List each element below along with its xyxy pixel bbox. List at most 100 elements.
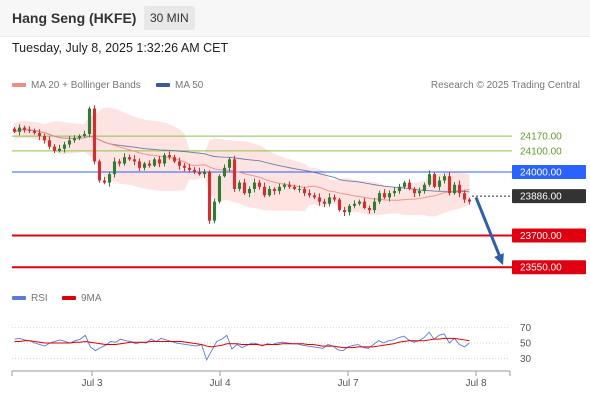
candle-body	[247, 188, 252, 194]
candle-body	[182, 165, 187, 168]
candle-body	[407, 182, 412, 189]
candle	[92, 105, 97, 165]
candle-body	[127, 157, 132, 160]
rsi-tick-50: 50	[520, 339, 532, 350]
candle	[32, 128, 37, 135]
candle-body	[412, 188, 417, 194]
candle	[352, 200, 357, 209]
instrument-title: Hang Seng (HKFE)	[12, 10, 137, 26]
candle	[172, 154, 177, 164]
legend-rsi9-label: 9MA	[81, 293, 102, 304]
candle-body	[202, 172, 207, 175]
candle	[232, 155, 237, 192]
candle	[327, 193, 332, 207]
candle-body	[322, 201, 327, 204]
candle	[197, 167, 202, 176]
candle-body	[302, 188, 307, 194]
legend-ma20: MA 20 + Bollinger Bands	[12, 80, 141, 91]
x-label-Jul 8: Jul 8	[465, 378, 487, 389]
candle	[47, 136, 52, 150]
level-label-23700.00: 23700.00	[520, 231, 562, 242]
candle	[442, 173, 447, 184]
candle	[97, 159, 102, 183]
candle-body	[337, 199, 342, 211]
candle	[432, 171, 437, 189]
candle-body	[157, 159, 162, 164]
candle-body	[122, 157, 127, 164]
candle	[287, 181, 292, 189]
candle	[82, 130, 87, 138]
candle	[142, 161, 147, 171]
candle-body	[362, 201, 367, 208]
candle	[162, 152, 167, 167]
candle	[297, 185, 302, 193]
legend-ma50: MA 50	[156, 80, 203, 91]
candle-body	[327, 197, 332, 204]
candle-body	[352, 203, 357, 206]
bollinger-band	[14, 107, 470, 217]
ma20-swatch	[12, 83, 26, 88]
candle-body	[197, 172, 202, 175]
candle	[227, 157, 232, 172]
candle	[67, 136, 72, 148]
legend-rsi9: 9MA	[62, 293, 102, 304]
candle	[397, 183, 402, 194]
research-credit: Research © 2025 Trading Central	[430, 80, 580, 91]
x-label-Jul 7: Jul 7	[337, 378, 359, 389]
ma20-line	[14, 129, 470, 201]
candle-body	[167, 155, 172, 158]
forecast-arrow-shaft	[474, 196, 502, 258]
legend-ma20-label: MA 20 + Bollinger Bands	[31, 80, 141, 91]
level-label-24000.00: 24000.00	[520, 168, 562, 179]
candle-body	[217, 176, 222, 202]
candle	[272, 187, 277, 195]
chart-datetime: Tuesday, July 8, 2025 1:32:26 AM CET	[12, 41, 229, 55]
candle	[12, 126, 17, 134]
chart-header: Hang Seng (HKFE) 30 MIN	[0, 0, 590, 37]
candle	[437, 176, 442, 191]
candle-body	[177, 161, 182, 166]
candle-body	[317, 197, 322, 202]
timeframe-button[interactable]: 30 MIN	[144, 6, 195, 30]
candle-body	[207, 172, 212, 221]
candle	[322, 198, 327, 208]
candle	[72, 135, 77, 143]
candle-body	[367, 207, 372, 211]
candle-body	[62, 144, 67, 149]
candle	[112, 157, 117, 178]
candle-body	[107, 174, 112, 183]
candle	[452, 181, 457, 195]
candle-body	[97, 161, 102, 181]
candle	[372, 197, 377, 214]
candle-body	[212, 201, 217, 221]
candle	[152, 157, 157, 167]
candle-body	[417, 191, 422, 194]
candle-body	[462, 193, 467, 200]
candle	[427, 170, 432, 187]
candle-body	[252, 182, 257, 189]
level-labels: 24170.00 24100.00 24000.00 23886.00 23700.00…	[512, 132, 586, 275]
candle-body	[132, 159, 137, 162]
rsi-line	[14, 331, 470, 361]
candle-body	[357, 201, 362, 204]
candle-body	[432, 174, 437, 187]
candle-body	[442, 176, 447, 181]
candle	[362, 198, 367, 210]
candle	[127, 154, 132, 161]
rsi-9ma-line	[14, 337, 470, 349]
legend-ma50-label: MA 50	[175, 80, 204, 91]
candle	[252, 178, 257, 193]
candle-body	[172, 157, 177, 162]
candle	[282, 182, 287, 190]
candle	[387, 190, 392, 202]
forecast-arrow	[474, 196, 504, 266]
level-label-24100.00: 24100.00	[520, 146, 562, 157]
candle	[177, 157, 182, 170]
candle	[57, 144, 62, 153]
x-label-Jul 3: Jul 3	[81, 378, 103, 389]
candle-body	[102, 180, 107, 183]
legend-rsi-label: RSI	[31, 293, 48, 304]
candle-body	[452, 184, 457, 194]
moving-averages	[14, 129, 470, 201]
